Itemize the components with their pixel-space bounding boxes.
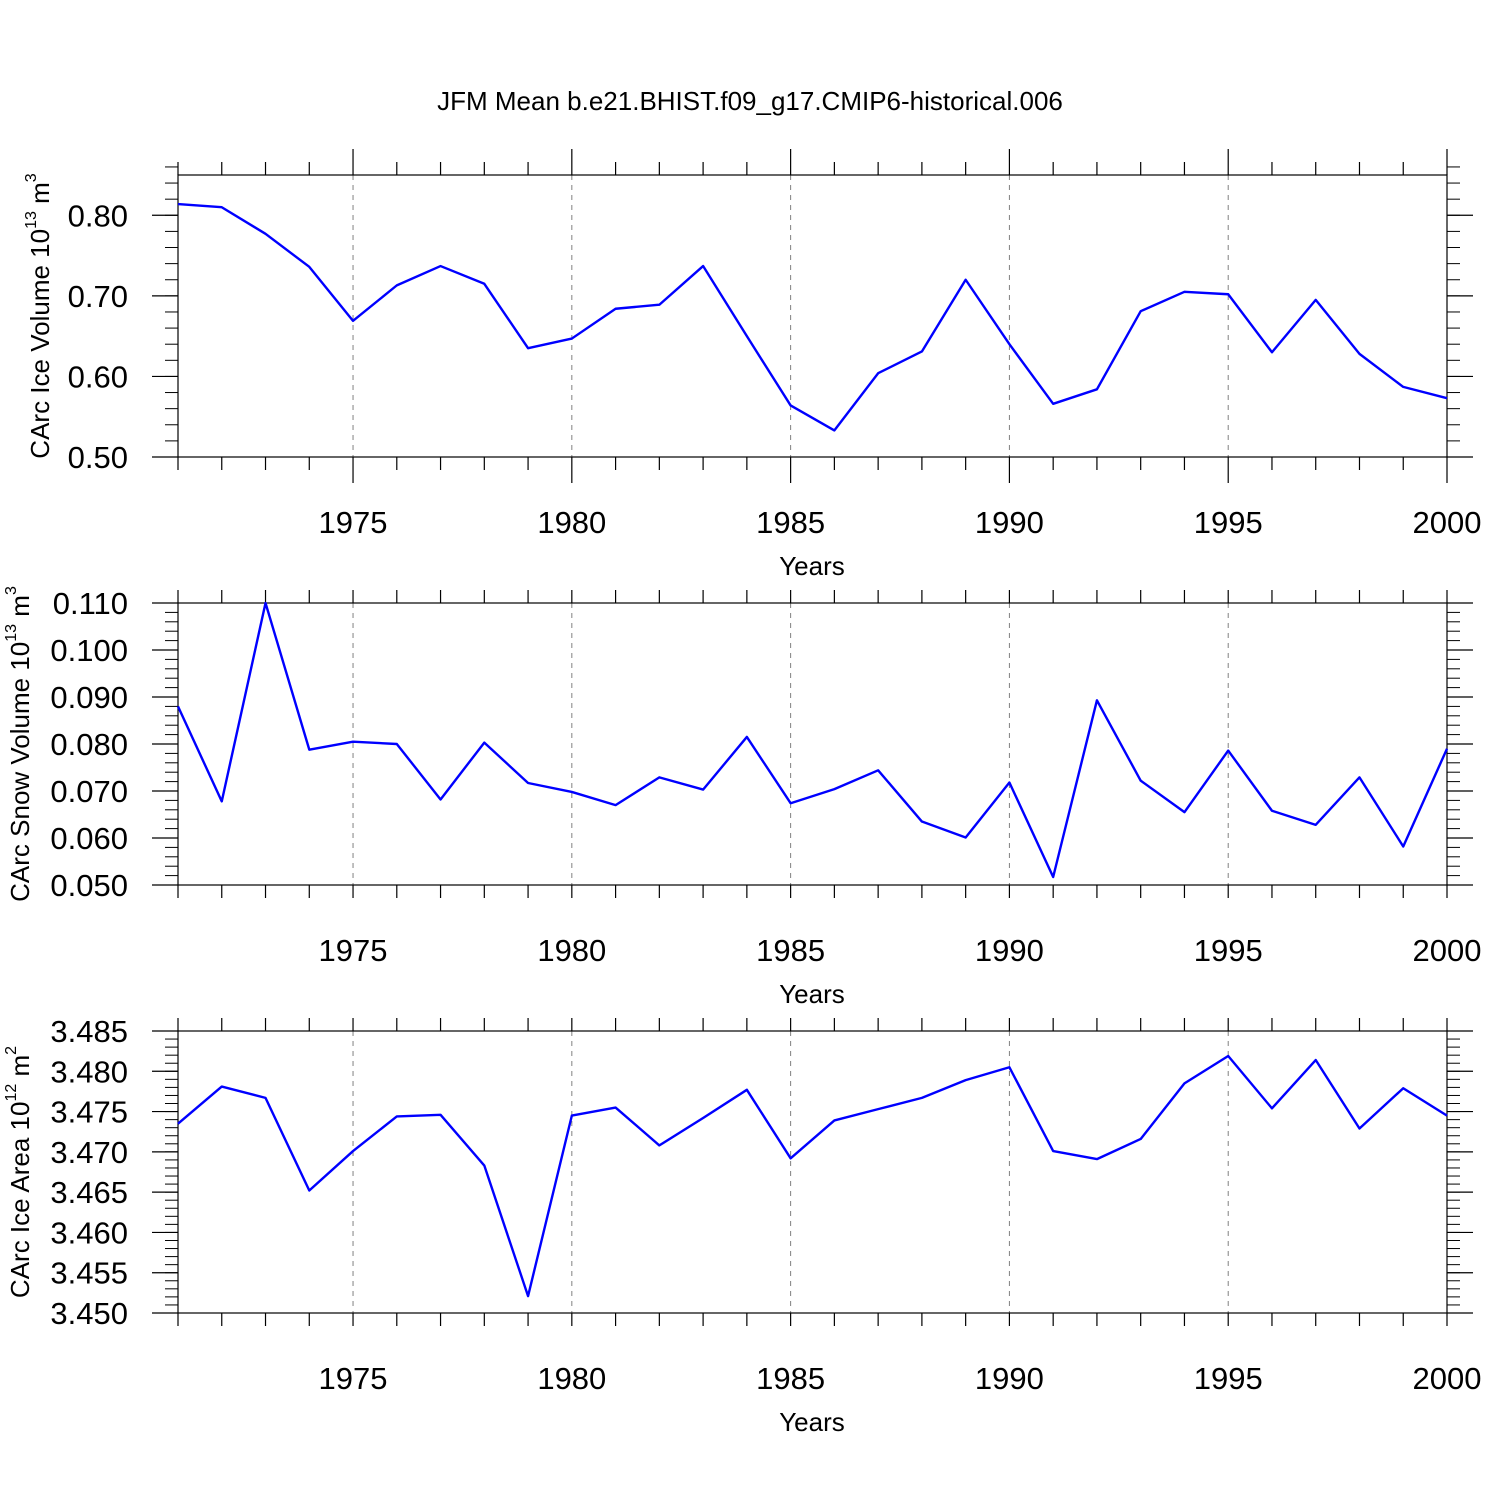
plot-frame [177, 174, 1448, 458]
y-axis-title-exp: 13 [3, 624, 20, 642]
y-axis-title: CArc Ice Area 1012 m2 [3, 1046, 35, 1298]
x-tick-label: 1990 [975, 505, 1044, 540]
x-tick-label: 1990 [975, 933, 1044, 968]
y-tick-label: 3.450 [50, 1296, 128, 1331]
y-tick-label: 0.80 [68, 198, 128, 233]
x-tick-label: 2000 [1413, 505, 1482, 540]
panel-1: 0.50 0.60 0.70 0.80 1975 1980 1985 1990 1995 2000… [23, 149, 1481, 581]
x-tick-label: 2000 [1413, 1361, 1482, 1396]
plot-frame [177, 1030, 1448, 1314]
y-tick-label: 0.70 [68, 279, 128, 314]
y-axis-title-unit: m [5, 1055, 35, 1084]
y-tick-label: 0.070 [50, 774, 128, 809]
y-axis-title-main: CArc Ice Volume 10 [25, 229, 55, 459]
series-line [177, 202, 1448, 432]
y-tick-label: 0.50 [68, 440, 128, 475]
x-tick-label: 1980 [537, 505, 606, 540]
x-tick-label: 1995 [1194, 933, 1263, 968]
x-axis-title: Years [779, 1407, 845, 1437]
y-axis-title-exp: 12 [3, 1084, 20, 1102]
panel-2: 0.050 0.060 0.070 0.080 0.090 0.100 0.110 1975 1… [3, 586, 1481, 1009]
y-tick-label: 3.460 [50, 1215, 128, 1250]
x-axis-title: Years [779, 979, 845, 1009]
x-tick-label: 1990 [975, 1361, 1044, 1396]
x-tick-label: 1980 [537, 933, 606, 968]
x-tick-label: 1995 [1194, 505, 1263, 540]
y-tick-label: 0.060 [50, 821, 128, 856]
x-tick-label: 1985 [756, 1361, 825, 1396]
x-tick-label: 1975 [319, 1361, 388, 1396]
y-tick-label: 0.60 [68, 359, 128, 394]
x-tick-label: 1985 [756, 505, 825, 540]
x-tick-label: 2000 [1413, 933, 1482, 968]
series-line [176, 601, 1449, 879]
y-axis-title-unit-exp: 3 [3, 586, 20, 595]
y-tick-label: 3.455 [50, 1256, 128, 1291]
x-tick-label: 1975 [319, 933, 388, 968]
y-tick-label: 0.050 [50, 868, 128, 903]
y-axis-title-main: CArc Ice Area 10 [5, 1102, 35, 1299]
y-axis-title: CArc Snow Volume 1013 m3 [3, 586, 35, 902]
figure-title: JFM Mean b.e21.BHIST.f09_g17.CMIP6-histo… [437, 86, 1063, 116]
y-tick-label: 3.480 [50, 1054, 128, 1089]
x-tick-label: 1985 [756, 933, 825, 968]
y-tick-label: 3.475 [50, 1095, 128, 1130]
y-tick-label: 0.110 [53, 586, 128, 621]
y-axis-title-unit-exp: 3 [23, 173, 40, 182]
y-axis-title-unit: m [25, 182, 55, 211]
y-axis-title-exp: 13 [23, 211, 40, 229]
y-tick-label: 3.465 [50, 1175, 128, 1210]
series-line [177, 1054, 1448, 1298]
y-tick-label: 3.485 [50, 1014, 128, 1049]
y-tick-label: 0.100 [50, 633, 128, 668]
y-axis-title-unit-exp: 2 [3, 1046, 20, 1055]
x-tick-label: 1980 [537, 1361, 606, 1396]
y-axis-title: CArc Ice Volume 1013 m3 [23, 173, 55, 458]
x-tick-label: 1995 [1194, 1361, 1263, 1396]
y-tick-label: 3.470 [50, 1135, 128, 1170]
x-axis-title: Years [779, 551, 845, 581]
y-tick-label: 0.080 [50, 727, 128, 762]
y-tick-label: 0.090 [50, 680, 128, 715]
y-axis-title-unit: m [5, 595, 35, 624]
y-axis-title-main: CArc Snow Volume 10 [5, 642, 35, 902]
x-tick-label: 1975 [319, 505, 388, 540]
panel-3: 3.450 3.455 3.460 3.465 3.470 3.475 3.480 3.485… [3, 1014, 1481, 1437]
